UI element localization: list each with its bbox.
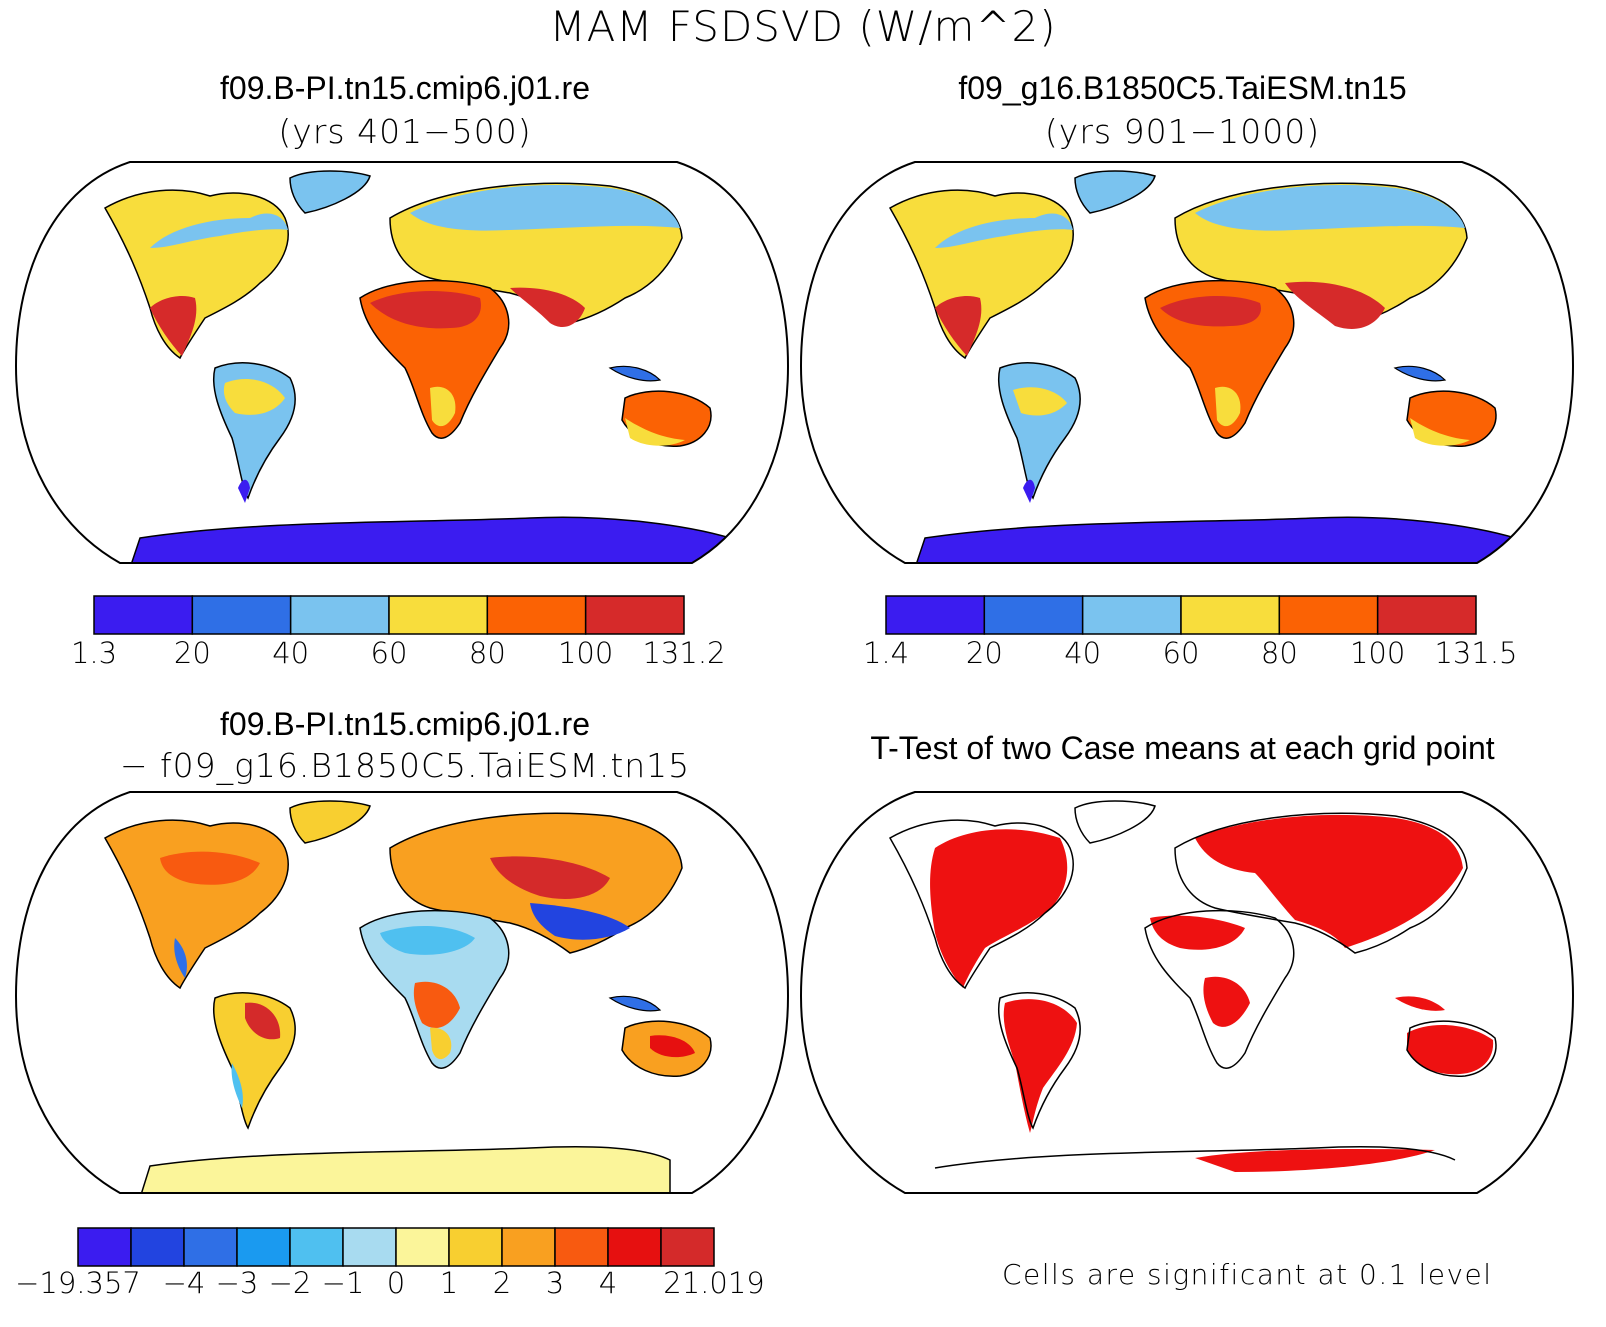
colorbar-swatch xyxy=(885,595,986,635)
colorbar-swatch xyxy=(1180,595,1281,635)
colorbar-tick-label: 100 xyxy=(557,636,614,670)
colorbar-tick-label: 60 xyxy=(1162,636,1200,670)
colorbar-swatch xyxy=(983,595,1084,635)
colorbar-tick-label: −2 xyxy=(268,1266,312,1300)
colorbar-swatch xyxy=(183,1227,238,1267)
colorbar-swatch xyxy=(584,595,685,635)
panel-br-title: T-Test of two Case means at each grid po… xyxy=(870,730,1495,766)
panel-tl-years: (yrs 401−500) xyxy=(278,112,532,151)
colorbar-swatch xyxy=(554,1227,609,1267)
colorbar-tick-label: 1 xyxy=(439,1266,459,1300)
colorbar-tick-label: 20 xyxy=(173,636,211,670)
colorbar-bottom-left xyxy=(77,1227,715,1267)
colorbar-swatch xyxy=(486,595,587,635)
colorbar-top-left xyxy=(93,595,685,635)
colorbar-tick-label: 1.4 xyxy=(862,636,910,670)
colorbar-tick-label: 40 xyxy=(272,636,310,670)
colorbar-swatch xyxy=(660,1227,715,1267)
colorbar-tick-label: 2 xyxy=(492,1266,512,1300)
colorbar-tick-label: 131.5 xyxy=(1434,636,1518,670)
colorbar-tick-label: −19.357 xyxy=(15,1266,141,1300)
colorbar-tick-label: 1.3 xyxy=(70,636,118,670)
colorbar-tick-label: 3 xyxy=(545,1266,565,1300)
colorbar-swatch xyxy=(1278,595,1379,635)
colorbar-tick-label: 80 xyxy=(1260,636,1298,670)
map-bottom-left xyxy=(14,791,790,1194)
colorbar-tick-label: −1 xyxy=(321,1266,365,1300)
panel-bl-diff-title: − f09_g16.B1850C5.TaiESM.tn15 xyxy=(119,746,691,785)
colorbar-tick-label: 0 xyxy=(386,1266,406,1300)
panel-bl-case-title: f09.B-PI.tn15.cmip6.j01.re xyxy=(220,706,590,742)
colorbar-tick-label: 80 xyxy=(468,636,506,670)
colorbar-swatch xyxy=(289,595,390,635)
colorbar-swatch xyxy=(395,1227,450,1267)
colorbar-tick-label: 20 xyxy=(965,636,1003,670)
panel-tr-years: (yrs 901−1000) xyxy=(1044,112,1321,151)
colorbar-swatch xyxy=(236,1227,291,1267)
map-top-right xyxy=(799,161,1575,564)
colorbar-swatch xyxy=(1376,595,1477,635)
colorbar-swatch xyxy=(1081,595,1182,635)
colorbar-swatch xyxy=(388,595,489,635)
map-top-left xyxy=(14,161,790,564)
colorbar-swatch xyxy=(289,1227,344,1267)
colorbar-swatch xyxy=(607,1227,662,1267)
panel-tl-case-title: f09.B-PI.tn15.cmip6.j01.re xyxy=(220,70,590,106)
colorbar-tick-label: −3 xyxy=(215,1266,259,1300)
figure-title: MAM FSDSVD (W/m^2) xyxy=(549,2,1057,51)
colorbar-tick-label: 60 xyxy=(370,636,408,670)
colorbar-swatch xyxy=(342,1227,397,1267)
colorbar-tick-label: 21.019 xyxy=(663,1266,765,1300)
colorbar-tick-label: 131.2 xyxy=(642,636,726,670)
colorbar-top-right xyxy=(885,595,1477,635)
colorbar-swatch xyxy=(191,595,292,635)
colorbar-tick-label: 4 xyxy=(598,1266,618,1300)
significance-note: Cells are significant at 0.1 level xyxy=(1002,1258,1493,1291)
colorbar-tick-label: −4 xyxy=(162,1266,206,1300)
colorbar-swatch xyxy=(448,1227,503,1267)
panel-tr-case-title: f09_g16.B1850C5.TaiESM.tn15 xyxy=(958,70,1407,106)
colorbar-swatch xyxy=(77,1227,132,1267)
colorbar-tick-label: 40 xyxy=(1064,636,1102,670)
colorbar-tick-label: 100 xyxy=(1349,636,1406,670)
colorbar-swatch xyxy=(130,1227,185,1267)
map-bottom-right xyxy=(799,791,1575,1194)
colorbar-swatch xyxy=(93,595,194,635)
colorbar-swatch xyxy=(501,1227,556,1267)
